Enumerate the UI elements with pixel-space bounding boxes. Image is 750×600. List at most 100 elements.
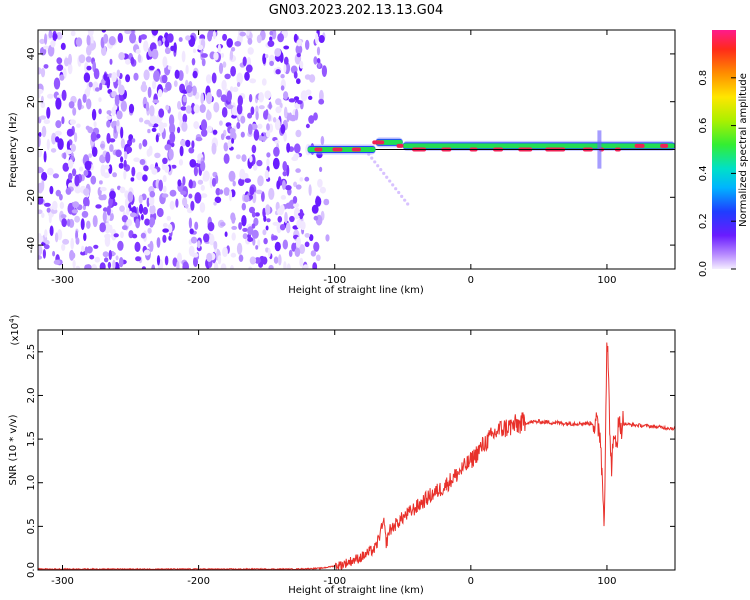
heatmap-cell — [64, 57, 70, 67]
heatmap-cell — [46, 207, 51, 213]
heatmap-cell — [138, 142, 142, 150]
heatmap-cell — [43, 244, 50, 250]
heatmap-cell — [209, 176, 213, 189]
heatmap-cell — [397, 190, 401, 195]
heatmap-cell — [241, 154, 247, 162]
heatmap-cell — [211, 72, 217, 84]
heatmap-cell — [191, 252, 199, 258]
heatmap-cell — [59, 74, 65, 81]
heatmap-cell — [137, 53, 142, 63]
heatmap-cell — [78, 54, 86, 64]
heatmap-cell — [188, 179, 193, 189]
heatmap-cell — [59, 193, 63, 201]
heatmap-cell — [38, 255, 43, 260]
heatmap-cell — [80, 250, 87, 256]
heatmap-cell — [278, 254, 282, 266]
heatmap-cell — [90, 35, 94, 46]
heatmap-cell — [158, 108, 165, 118]
heatmap-cell — [92, 215, 98, 228]
heatmap-cell — [257, 175, 264, 187]
heatmap-cell — [103, 33, 109, 44]
heatmap-cell — [391, 183, 395, 187]
heatmap-cell — [38, 209, 43, 215]
heatmap-cell — [112, 172, 117, 178]
heatmap-cell — [125, 74, 131, 83]
heatmap-cell — [164, 144, 172, 151]
heatmap-cell — [68, 159, 74, 169]
heatmap-cell — [226, 104, 234, 110]
heatmap-cell — [236, 72, 243, 85]
heatmap-cell — [102, 207, 108, 212]
heatmap-cell — [38, 233, 42, 238]
heatmap-cell — [38, 182, 44, 194]
heatmap-cell — [200, 193, 208, 198]
heatmap-cell — [135, 49, 141, 54]
heatmap-cell — [154, 152, 161, 159]
heatmap-cell — [156, 237, 161, 248]
heatmap-cell — [238, 222, 243, 230]
heatmap-cell — [181, 50, 186, 63]
heatmap-cell — [120, 100, 127, 112]
colorbar: 0.0 0.2 0.4 0.6 0.8 Normalized spectral ampl… — [698, 30, 749, 277]
heatmap-cell — [298, 212, 305, 217]
heatmap-cell — [230, 252, 237, 258]
heatmap-cell — [293, 153, 300, 159]
heatmap-cell — [84, 246, 88, 256]
heatmap-cell — [293, 33, 298, 43]
heatmap-cell — [43, 119, 51, 125]
heatmap-cell — [118, 84, 125, 96]
heatmap-cell — [93, 68, 100, 80]
heatmap-cell — [240, 115, 246, 124]
heatmap-cell — [131, 138, 136, 143]
heatmap-cell — [182, 113, 188, 124]
heatmap-cell — [247, 237, 254, 242]
heatmap-cell — [151, 48, 159, 60]
heatmap-cell — [190, 236, 198, 244]
heatmap-cell — [114, 94, 120, 107]
heatmap-cell — [228, 189, 233, 202]
heatmap-cell — [90, 175, 97, 185]
heatmap-cell — [185, 85, 193, 94]
heatmap-cell — [109, 138, 116, 143]
heatmap-cell — [294, 143, 301, 154]
heatmap-cell — [62, 152, 67, 160]
heatmap-cell — [200, 160, 206, 172]
heatmap-cell — [231, 232, 236, 241]
heatmap-cell — [93, 121, 97, 128]
heatmap-cell — [176, 261, 180, 269]
heatmap-cell — [214, 196, 222, 204]
heatmap-cell — [100, 143, 105, 149]
heatmap-cell — [75, 237, 80, 245]
heatmap-cell — [101, 30, 106, 33]
heatmap-cell — [274, 139, 280, 144]
heatmap-cell — [171, 164, 177, 169]
heatmap-cell — [156, 255, 161, 266]
heatmap-cell — [85, 56, 92, 63]
heatmap-cell — [172, 257, 178, 267]
heatmap-cell — [103, 73, 108, 81]
heatmap-cell — [112, 201, 118, 206]
heatmap-cell — [138, 117, 144, 123]
heatmap-cell — [103, 172, 110, 179]
heatmap-cell — [105, 151, 111, 164]
heatmap-cell — [266, 130, 271, 138]
heatmap-cell — [53, 77, 61, 90]
heatmap-cell — [273, 146, 280, 157]
heatmap-cell — [70, 237, 74, 250]
heatmap-cell — [213, 51, 219, 61]
heatmap-cell — [88, 153, 93, 159]
heatmap-cell — [177, 179, 182, 187]
heatmap-cell — [254, 257, 261, 264]
colorbar-tick-label: 0.2 — [698, 213, 709, 229]
heatmap-cell — [133, 72, 139, 81]
heatmap-cell — [168, 148, 174, 161]
heatmap-cell — [61, 243, 66, 251]
heatmap-cell — [271, 235, 278, 241]
snr-y-label: SNR (10 * v/v) — [8, 414, 19, 485]
heatmap-cell — [180, 190, 187, 195]
heatmap-cell — [267, 40, 275, 47]
heatmap-cell — [231, 138, 235, 144]
heatmap-cell — [136, 171, 143, 181]
heatmap-cell — [177, 100, 182, 110]
heatmap-cell — [295, 44, 303, 55]
